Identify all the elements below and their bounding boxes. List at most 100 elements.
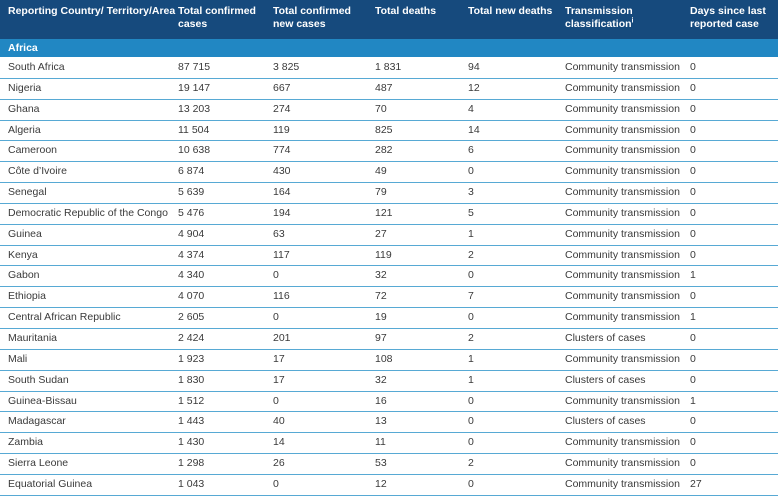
cell-days-since: 0 xyxy=(690,61,696,73)
cell-days-since: 0 xyxy=(690,102,696,115)
cell-new-cases: 17 xyxy=(273,352,285,365)
cell-transmission-classification: Community transmission xyxy=(565,102,680,115)
cell-total-deaths: 70 xyxy=(375,102,387,115)
cell-new-deaths: 5 xyxy=(468,206,474,219)
cell-country: Ethiopia xyxy=(8,290,46,303)
cell-new-deaths: 0 xyxy=(468,394,474,407)
cell-new-deaths: 0 xyxy=(468,436,474,449)
table-row: Equatorial Guinea 1 043 0 12 0 Community… xyxy=(0,474,778,496)
cell-transmission-classification: Community transmission xyxy=(565,269,680,282)
cell-total-cases: 10 638 xyxy=(178,144,211,157)
cell-new-deaths: 1 xyxy=(468,227,474,240)
cell-total-deaths: 825 xyxy=(375,123,393,136)
column-header-transmission-label: Transmission classification xyxy=(565,5,633,30)
cell-total-cases: 2 605 xyxy=(178,311,205,324)
cell-days-since: 27 xyxy=(690,477,702,490)
cell-new-cases: 194 xyxy=(273,206,291,219)
column-header-transmission-classification: Transmission classificationi xyxy=(565,0,690,39)
cell-total-deaths: 32 xyxy=(375,269,387,282)
table-header-row: Reporting Country/ Territory/Area Total … xyxy=(0,0,778,39)
table-row: Algeria 11 504 119 825 14 Community tran… xyxy=(0,120,778,142)
cell-days-since: 0 xyxy=(690,144,696,157)
cell-country: Senegal xyxy=(8,186,47,199)
table-row: Ghana 13 203 274 70 4 Community transmis… xyxy=(0,99,778,121)
cell-days-since: 0 xyxy=(690,165,696,178)
cell-transmission-classification: Community transmission xyxy=(565,123,680,136)
cell-total-deaths: 16 xyxy=(375,394,387,407)
cell-country: Equatorial Guinea xyxy=(8,477,93,490)
cell-total-cases: 1 430 xyxy=(178,436,205,449)
cell-total-deaths: 19 xyxy=(375,311,387,324)
cell-days-since: 1 xyxy=(690,311,696,324)
cell-country: South Sudan xyxy=(8,373,69,386)
cell-new-deaths: 14 xyxy=(468,123,480,136)
cell-country: Ghana xyxy=(8,102,40,115)
cell-total-cases: 1 923 xyxy=(178,352,205,365)
table-body: South Africa 87 715 3 825 1 831 94 Commu… xyxy=(0,58,778,496)
cell-transmission-classification: Clusters of cases xyxy=(565,373,646,386)
cell-new-deaths: 4 xyxy=(468,102,474,115)
cell-country: Guinea-Bissau xyxy=(8,394,77,407)
cell-days-since: 0 xyxy=(690,436,696,449)
table-row: Zambia 1 430 14 11 0 Community transmiss… xyxy=(0,433,778,455)
column-header-new-deaths: Total new deaths xyxy=(468,5,553,17)
cell-new-cases: 14 xyxy=(273,436,285,449)
cell-total-deaths: 108 xyxy=(375,352,393,365)
cell-total-deaths: 72 xyxy=(375,290,387,303)
cell-total-cases: 19 147 xyxy=(178,81,211,94)
table-row: Gabon 4 340 0 32 0 Community transmissio… xyxy=(0,266,778,288)
footnote-marker: i xyxy=(631,17,634,24)
cell-transmission-classification: Clusters of cases xyxy=(565,415,646,428)
cell-days-since: 0 xyxy=(690,352,696,365)
cell-total-cases: 4 904 xyxy=(178,227,205,240)
cell-total-cases: 5 639 xyxy=(178,186,205,199)
cell-total-cases: 5 476 xyxy=(178,206,205,219)
cell-transmission-classification: Community transmission xyxy=(565,457,680,470)
cell-days-since: 0 xyxy=(690,415,696,428)
cell-new-cases: 63 xyxy=(273,227,285,240)
cell-total-deaths: 13 xyxy=(375,415,387,428)
cell-new-deaths: 12 xyxy=(468,81,480,94)
cell-new-cases: 430 xyxy=(273,165,291,178)
cell-new-cases: 164 xyxy=(273,186,291,199)
cell-total-cases: 1 512 xyxy=(178,394,205,407)
cell-total-deaths: 97 xyxy=(375,331,387,344)
cell-new-cases: 3 825 xyxy=(273,61,300,73)
cell-days-since: 0 xyxy=(690,123,696,136)
cell-total-cases: 13 203 xyxy=(178,102,211,115)
region-header-africa: Africa xyxy=(0,39,778,58)
cell-new-deaths: 3 xyxy=(468,186,474,199)
cell-new-deaths: 6 xyxy=(468,144,474,157)
cell-transmission-classification: Community transmission xyxy=(565,61,680,73)
cell-new-deaths: 0 xyxy=(468,165,474,178)
cell-new-cases: 26 xyxy=(273,457,285,470)
cell-new-cases: 0 xyxy=(273,477,279,490)
cell-total-deaths: 282 xyxy=(375,144,393,157)
cell-new-deaths: 0 xyxy=(468,477,474,490)
column-header-new-cases: Total confirmed new cases xyxy=(273,5,351,30)
cell-transmission-classification: Community transmission xyxy=(565,290,680,303)
cell-total-cases: 87 715 xyxy=(178,61,211,73)
cell-country: South Africa xyxy=(8,61,65,73)
cell-new-deaths: 1 xyxy=(468,373,474,386)
cell-new-deaths: 94 xyxy=(468,61,480,73)
table-row: Senegal 5 639 164 79 3 Community transmi… xyxy=(0,183,778,204)
table-row: Mali 1 923 17 108 1 Community transmissi… xyxy=(0,349,778,371)
cell-new-cases: 116 xyxy=(273,290,290,303)
cell-country: Democratic Republic of the Congo xyxy=(8,206,168,219)
cell-country: Sierra Leone xyxy=(8,457,69,470)
table-row: Cameroon 10 638 774 282 6 Community tran… xyxy=(0,141,778,163)
cell-days-since: 0 xyxy=(690,186,696,199)
cell-new-deaths: 2 xyxy=(468,331,474,344)
cell-total-deaths: 27 xyxy=(375,227,387,240)
cell-new-cases: 0 xyxy=(273,311,279,324)
table-row: South Sudan 1 830 17 32 1 Clusters of ca… xyxy=(0,370,778,392)
cell-country: Zambia xyxy=(8,436,44,449)
cell-new-cases: 201 xyxy=(273,331,291,344)
cell-days-since: 0 xyxy=(690,206,696,219)
cell-transmission-classification: Community transmission xyxy=(565,248,680,261)
cell-total-cases: 4 340 xyxy=(178,269,205,282)
cell-transmission-classification: Community transmission xyxy=(565,165,680,178)
cell-new-cases: 274 xyxy=(273,102,291,115)
